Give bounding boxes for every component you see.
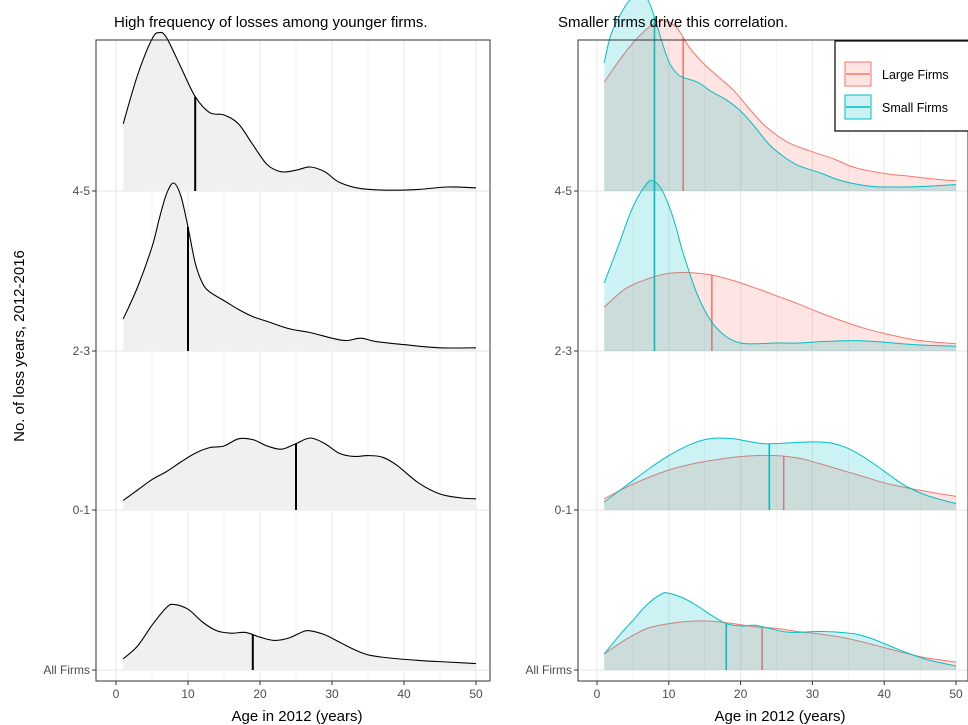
right-axes: 0 10 20 30 40 50 All Firms 0-1 2-3 4-5 xyxy=(525,39,968,701)
left-y-tick-label: All Firms xyxy=(43,663,90,677)
left-axes: 0 10 20 30 40 50 All Firms 0-1 2-3 4-5 xyxy=(43,39,491,701)
right-x-axis-title: Age in 2012 (years) xyxy=(715,708,846,725)
density-line-2-3 xyxy=(122,182,477,349)
right-x-tick-label: 30 xyxy=(806,687,820,701)
legend-label-large: Large Firms xyxy=(882,68,949,82)
density-line-large-firms-0-1 xyxy=(603,454,957,500)
density-area-4-5 xyxy=(123,32,476,191)
right-y-tick-label: 2-3 xyxy=(555,344,573,358)
density-area-large-firms-4-5 xyxy=(604,20,956,191)
left-y-tick-label: 0-1 xyxy=(73,503,91,517)
density-line-small-firms-all-firms xyxy=(603,592,957,667)
density-line-large-firms-all-firms xyxy=(603,620,957,663)
right-x-tick-label: 0 xyxy=(594,687,601,701)
left-x-axis-title: Age in 2012 (years) xyxy=(232,708,363,725)
left-plot-border xyxy=(95,39,491,682)
left-panel: High frequency of losses among younger f… xyxy=(43,14,491,725)
left-panel-title: High frequency of losses among younger f… xyxy=(114,14,427,31)
left-x-tick-label: 20 xyxy=(253,687,267,701)
right-y-tick-label: 0-1 xyxy=(555,503,573,517)
right-panel: Smaller firms drive this correlation. Ag… xyxy=(525,0,968,725)
right-x-tick-label: 20 xyxy=(734,687,748,701)
density-area-all-firms xyxy=(123,604,476,670)
right-gridlines xyxy=(578,40,968,681)
left-x-tick-label: 30 xyxy=(325,687,339,701)
legend: Large Firms Small Firms xyxy=(834,40,968,132)
density-area-small-firms-0-1 xyxy=(604,437,956,510)
left-x-tick-label: 10 xyxy=(181,687,195,701)
density-line-4-5 xyxy=(122,31,477,191)
left-ridges xyxy=(122,31,477,670)
left-y-tick-label: 2-3 xyxy=(73,344,91,358)
density-area-2-3 xyxy=(123,182,476,351)
density-line-all-firms xyxy=(122,603,477,665)
right-x-tick-label: 40 xyxy=(878,687,892,701)
right-ridges xyxy=(603,0,957,670)
right-plot-border xyxy=(577,39,968,682)
density-line-small-firms-2-3 xyxy=(603,179,957,347)
right-x-tick-label: 10 xyxy=(662,687,676,701)
left-x-tick-label: 0 xyxy=(113,687,120,701)
right-y-tick-label: All Firms xyxy=(525,663,572,677)
density-line-large-firms-2-3 xyxy=(603,271,957,345)
right-x-tick-label: 50 xyxy=(949,687,963,701)
density-area-large-firms-2-3 xyxy=(604,272,956,351)
right-panel-title: Smaller firms drive this correlation. xyxy=(558,14,788,31)
left-x-tick-label: 50 xyxy=(469,687,483,701)
density-line-small-firms-4-5 xyxy=(603,0,957,188)
left-x-tick-label: 40 xyxy=(397,687,411,701)
density-area-0-1 xyxy=(123,438,476,510)
legend-label-small: Small Firms xyxy=(882,101,948,115)
density-line-large-firms-4-5 xyxy=(603,20,957,182)
density-area-large-firms-0-1 xyxy=(604,455,956,510)
density-area-small-firms-4-5 xyxy=(604,0,956,191)
right-plot-background xyxy=(578,40,968,681)
density-area-large-firms-all-firms xyxy=(604,620,956,670)
right-y-tick-label: 4-5 xyxy=(555,184,573,198)
y-axis-title: No. of loss years, 2012-2016 xyxy=(11,250,28,442)
density-area-small-firms-2-3 xyxy=(604,180,956,351)
density-line-0-1 xyxy=(122,437,477,501)
density-line-small-firms-0-1 xyxy=(603,437,957,505)
left-y-tick-label: 4-5 xyxy=(73,184,91,198)
